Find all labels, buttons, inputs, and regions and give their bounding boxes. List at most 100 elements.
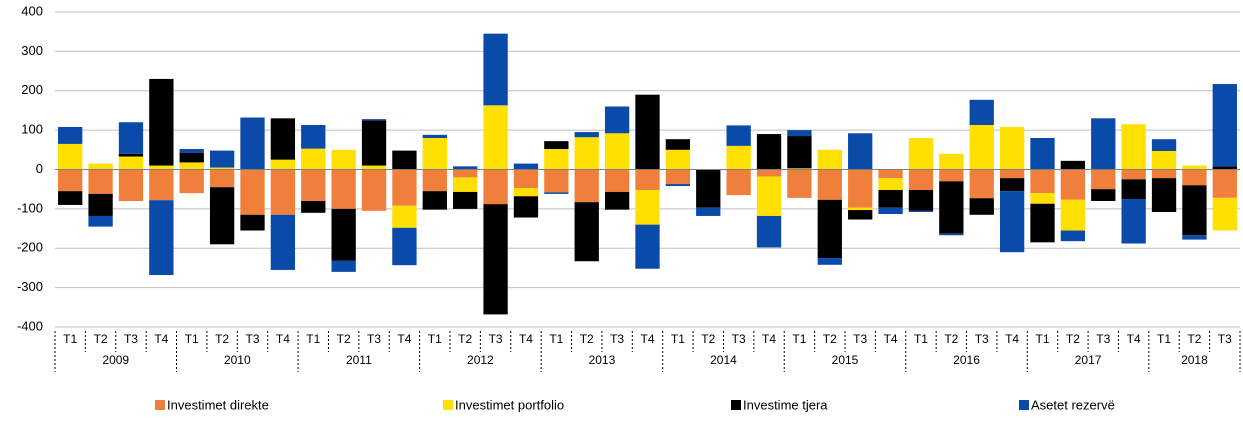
bar-segment — [696, 169, 721, 208]
x-tick-label: T3 — [1218, 332, 1232, 346]
bar-segment — [118, 153, 144, 157]
x-tick-label: T2 — [94, 332, 108, 346]
x-tick-label: T2 — [1187, 332, 1201, 346]
x-tick-label: T4 — [884, 332, 898, 346]
bar-segment — [604, 133, 630, 170]
bar-segment — [969, 169, 994, 199]
bar-segment — [787, 169, 812, 198]
bar-segment — [209, 169, 235, 188]
bar-segment — [422, 134, 447, 138]
bar-segment — [817, 149, 842, 170]
bar-segment — [1121, 169, 1146, 180]
x-tick-label: T2 — [458, 332, 472, 346]
bar-segment — [939, 153, 964, 170]
bar-segment — [726, 125, 751, 146]
bar-segment — [1212, 169, 1237, 198]
bar-segment — [149, 165, 174, 170]
bar-segment — [209, 187, 235, 245]
bar-segment — [969, 99, 994, 126]
bar-segment — [301, 125, 326, 149]
bar-segment — [149, 200, 174, 276]
bar-segment — [999, 191, 1025, 253]
bar-segment — [726, 169, 751, 196]
x-tick-label: T2 — [580, 332, 594, 346]
bar-segment — [361, 120, 387, 166]
x-tick-label: T1 — [185, 332, 199, 346]
x-tick-label: T4 — [1005, 332, 1019, 346]
bar-segment — [908, 138, 934, 170]
bar-segment — [1030, 169, 1055, 194]
bar-segment — [1212, 84, 1237, 167]
bar-segment — [1060, 160, 1086, 170]
x-tick-label: T2 — [823, 332, 837, 346]
bar-segment — [392, 205, 417, 228]
bar-segment — [1182, 169, 1207, 186]
bar-segment — [574, 137, 599, 170]
bar-segment — [301, 169, 326, 201]
x-tick-label: T1 — [428, 332, 442, 346]
bar-segment — [422, 138, 447, 170]
x-tick-label: T4 — [640, 332, 654, 346]
bar-segment — [848, 169, 873, 208]
bar-segment — [878, 178, 903, 190]
x-tick-label: T4 — [154, 332, 168, 346]
x-tick-label: T1 — [63, 332, 77, 346]
bar-segment — [1030, 138, 1055, 170]
bar-segment — [848, 207, 873, 211]
x-tick-label: T4 — [397, 332, 411, 346]
x-group-label: 2018 — [1181, 353, 1208, 367]
bar-segment — [270, 159, 296, 170]
bar-segment — [301, 201, 326, 213]
bar-segment — [453, 166, 478, 170]
bar-segment — [939, 181, 964, 234]
bar-segment — [756, 169, 782, 177]
bar-segment — [58, 169, 83, 192]
y-tick-label: -200 — [17, 240, 43, 255]
x-tick-label: T3 — [853, 332, 867, 346]
bar-segment — [665, 149, 691, 170]
x-tick-label: T3 — [975, 332, 989, 346]
legend-label: Investimet direkte — [167, 397, 269, 412]
bar-segment — [544, 169, 569, 193]
bar-segment — [58, 126, 83, 144]
bar-segment — [331, 208, 356, 261]
y-tick-label: 0 — [36, 161, 43, 176]
bar-segment — [1060, 169, 1086, 200]
bar-segment — [604, 106, 630, 134]
bar-segment — [513, 169, 539, 189]
legend-swatch — [1019, 400, 1029, 410]
bar-segment — [1151, 169, 1177, 179]
bar-segment — [88, 215, 113, 227]
bar-segment — [969, 125, 994, 170]
bar-segment — [331, 260, 356, 272]
y-tick-label: 300 — [21, 43, 43, 58]
bar-segment — [848, 210, 873, 220]
x-tick-label: T1 — [671, 332, 685, 346]
bar-segment — [939, 169, 964, 182]
bar-segment — [1182, 185, 1207, 236]
bar-segment — [179, 162, 204, 170]
x-group-label: 2016 — [953, 353, 980, 367]
bar-segment — [1151, 150, 1177, 170]
legend-swatch — [731, 400, 741, 410]
bar-segment — [848, 133, 873, 170]
bar-segment — [1151, 139, 1177, 151]
bar-segment — [483, 105, 508, 170]
x-tick-label: T3 — [124, 332, 138, 346]
bar-segment — [240, 169, 265, 215]
bar-segment — [483, 33, 508, 106]
bar-segment — [544, 192, 569, 194]
bar-segment — [817, 169, 842, 200]
x-tick-label: T1 — [549, 332, 563, 346]
bar-segment — [574, 132, 599, 138]
bar-segment — [1151, 178, 1177, 213]
x-tick-label: T2 — [1066, 332, 1080, 346]
x-tick-label: T2 — [215, 332, 229, 346]
y-tick-label: 200 — [21, 82, 43, 97]
bar-segment — [1182, 165, 1207, 170]
bar-segment — [696, 207, 721, 216]
bar-segment — [118, 169, 144, 201]
bar-segment — [58, 143, 83, 170]
x-group-label: 2015 — [832, 353, 859, 367]
bar-segment — [513, 188, 539, 197]
